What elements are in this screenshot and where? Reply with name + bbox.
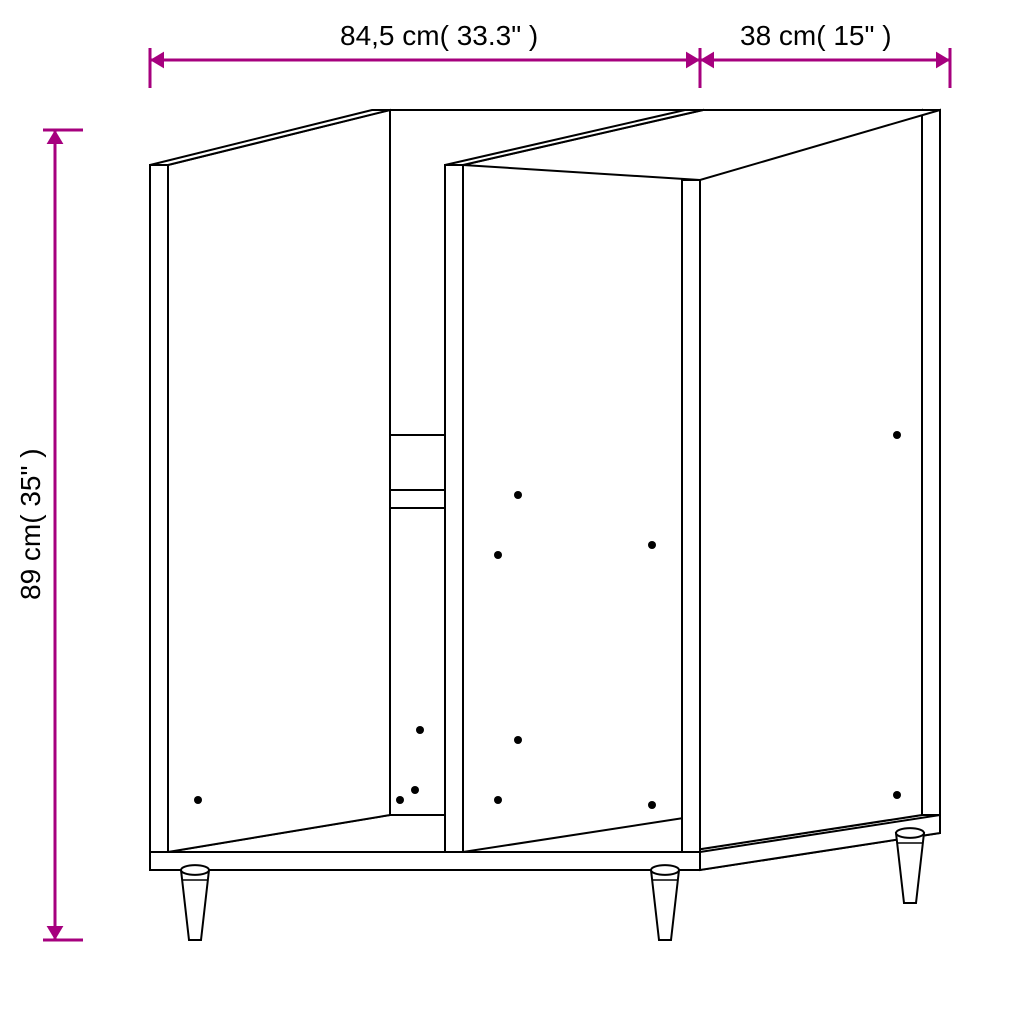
dim-height-label: 89 cm( 35" ) [15, 448, 46, 600]
dim-width-label: 84,5 cm( 33.3" ) [340, 20, 538, 51]
furniture-cabinet [150, 95, 940, 940]
dim-depth-label: 38 cm( 15" ) [740, 20, 892, 51]
